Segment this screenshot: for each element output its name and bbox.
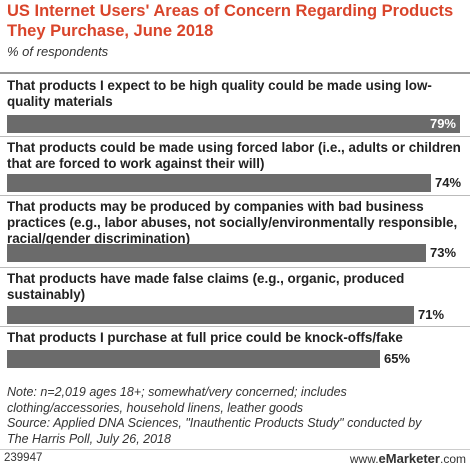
row-separator — [0, 326, 470, 327]
brand-suffix: .com — [439, 452, 466, 466]
brand-logo: www.eMarketer.com — [350, 451, 466, 466]
category-label: That products may be produced by compani… — [7, 199, 458, 246]
brand-name: eMarketer — [378, 451, 440, 466]
source-line: The Harris Poll, July 26, 2018 — [7, 431, 171, 446]
value-label: 73% — [430, 245, 457, 260]
row-separator — [0, 136, 470, 137]
value-label: 79% — [429, 116, 456, 131]
category-label: That products I purchase at full price c… — [7, 330, 403, 345]
bar — [7, 350, 380, 368]
chart-id: 239947 — [4, 452, 43, 464]
bar — [7, 115, 460, 133]
chart-title: US Internet Users' Areas of Concern Rega… — [7, 2, 454, 40]
source-line: Source: Applied DNA Sciences, "Inauthent… — [7, 416, 422, 430]
row-separator — [0, 267, 470, 268]
top-divider — [0, 72, 470, 74]
row-separator — [0, 195, 470, 196]
bar — [7, 306, 414, 324]
footer: 239947 www.eMarketer.com — [0, 449, 470, 469]
category-label: That products I expect to be high qualit… — [7, 78, 432, 109]
note-line: Note: n=2,019 ages 18+; somewhat/very co… — [7, 385, 347, 399]
brand-prefix: www. — [349, 452, 379, 466]
chart-subtitle: % of respondents — [7, 44, 109, 59]
value-label: 65% — [384, 351, 411, 366]
value-label: 74% — [435, 175, 462, 190]
note-line: clothing/accessories, household linens, … — [7, 400, 304, 415]
bar — [7, 174, 431, 192]
category-label: That products have made false claims (e.… — [7, 271, 405, 302]
chart-notes: Note: n=2,019 ages 18+; somewhat/very co… — [7, 385, 465, 447]
bar — [7, 244, 426, 262]
category-label: That products could be made using forced… — [7, 140, 461, 171]
value-label: 71% — [418, 307, 445, 322]
